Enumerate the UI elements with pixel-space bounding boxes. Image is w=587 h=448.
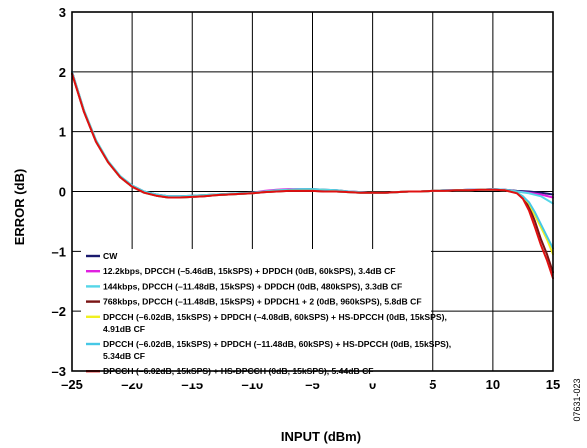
legend-entry-5: DPCCH (–6.02dB, 15kSPS) + DPDCH (–4.08dB… bbox=[103, 312, 447, 334]
y-tick-label: 3 bbox=[59, 5, 66, 20]
x-axis-label: INPUT (dBm) bbox=[281, 429, 361, 444]
legend-background bbox=[81, 249, 431, 384]
series-line-7 bbox=[71, 72, 554, 280]
y-tick-label: –3 bbox=[52, 364, 66, 379]
plot-frame bbox=[71, 11, 554, 372]
x-tick-label: 0 bbox=[369, 377, 376, 392]
figure-id: 07631-023 bbox=[572, 378, 582, 421]
y-tick-label: 0 bbox=[59, 185, 66, 200]
y-axis-label: ERROR (dB) bbox=[12, 169, 27, 246]
y-tick-label: 2 bbox=[59, 65, 66, 80]
legend-entry-6: DPCCH (–6.02dB, 15kSPS) + DPDCH (–11.48d… bbox=[103, 339, 451, 361]
legend-entry-1: CW bbox=[103, 251, 118, 261]
x-tick-label: 5 bbox=[429, 377, 436, 392]
series-lines bbox=[71, 70, 554, 280]
legend-entry-4: 768kbps, DPCCH (–11.48dB, 15kSPS) + DPDC… bbox=[103, 297, 422, 307]
x-tick-label: –25 bbox=[61, 377, 83, 392]
x-tick-label: 10 bbox=[486, 377, 500, 392]
y-tick-label: –1 bbox=[52, 244, 66, 259]
y-tick-label: –2 bbox=[52, 304, 66, 319]
y-tick-label: 1 bbox=[59, 125, 66, 140]
legend-entry-2: 12.2kbps, DPCCH (–5.46dB, 15kSPS) + DPDC… bbox=[103, 266, 396, 276]
legend: CW 12.2kbps, DPCCH (–5.46dB, 15kSPS) + DP… bbox=[81, 249, 451, 384]
x-tick-label: 15 bbox=[546, 377, 560, 392]
legend-entry-3: 144kbps, DPCCH (–11.48dB, 15kSPS) + DPDC… bbox=[103, 281, 402, 291]
